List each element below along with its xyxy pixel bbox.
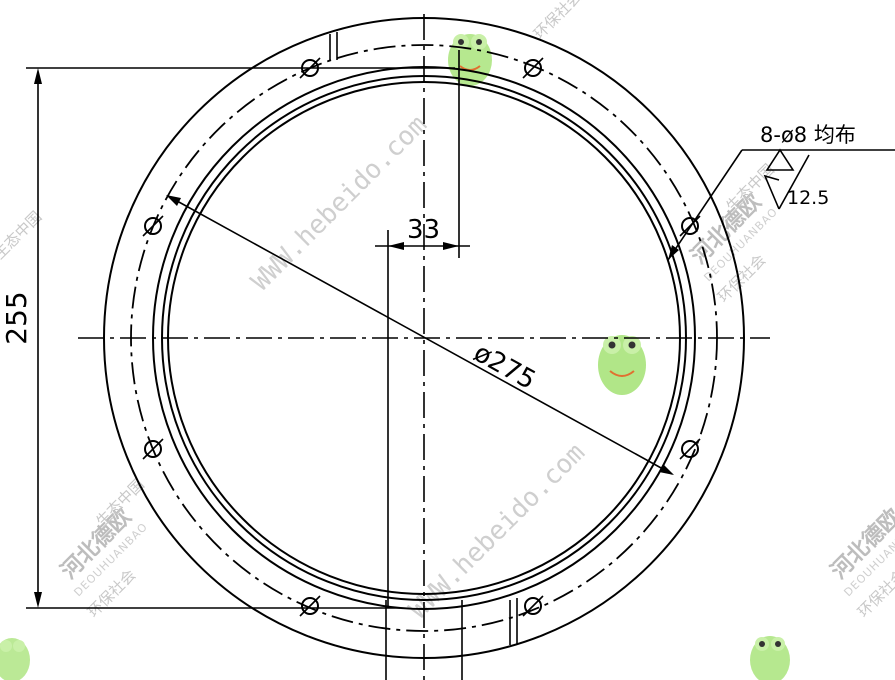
- roughness-symbol: 12.5: [763, 148, 829, 210]
- bolt-hole: [299, 595, 321, 617]
- watermark-company: 环保社会: [530, 0, 585, 43]
- flange-inner-circle-1: [152, 66, 696, 610]
- bolt-hole: [142, 438, 164, 460]
- offset-dimension: 33: [375, 50, 470, 608]
- bolt-hole: [522, 57, 544, 79]
- flange-inner-circle-2: [161, 75, 687, 601]
- ring-detail: [329, 32, 518, 680]
- bolt-hole: [522, 595, 544, 617]
- bolt-hole: [679, 438, 701, 460]
- flange-bore-circle: [167, 81, 681, 595]
- height-label: 255: [0, 291, 33, 344]
- watermark-url: WWW.hebeido.com: [246, 110, 433, 297]
- flange-outer-circle: [103, 17, 745, 659]
- holes-label: 8-ø8 均布: [760, 123, 856, 147]
- roughness-label: 12.5: [787, 187, 829, 209]
- watermark-company: 河北德欧 DEOUHUANBAO 环保社会: [826, 504, 895, 621]
- bolt-holes: [142, 57, 701, 617]
- offset-label: 33: [407, 215, 440, 245]
- frog-logo-icon: [598, 335, 646, 395]
- diameter-label: ø275: [469, 338, 541, 396]
- svg-text:环保社会: 环保社会: [530, 0, 585, 43]
- frog-logo-icon: [0, 638, 30, 680]
- bolt-circle: [130, 44, 718, 632]
- bolt-hole: [142, 215, 164, 237]
- frog-logo-icon: [750, 636, 790, 680]
- height-dimension: 255: [0, 67, 455, 609]
- watermark-company: 河北德欧 DEOUHUANBAO 环保社会 生态中国: [56, 475, 151, 621]
- holes-callout: 8-ø8 均布: [667, 123, 895, 261]
